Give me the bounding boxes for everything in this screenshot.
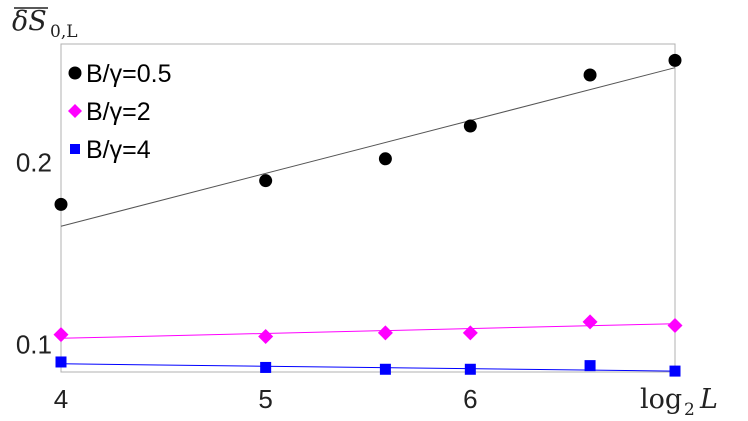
legend-entry-1: B/γ=2 (68, 98, 151, 126)
data-point-series-0-5 (668, 53, 682, 67)
legend-marker-square (70, 144, 80, 154)
data-point-series-1-0 (53, 327, 69, 343)
plot-frame (60, 43, 676, 373)
data-point-series-0-1 (259, 174, 273, 188)
data-point-series-0-2 (378, 152, 392, 166)
legend-marker-circle (68, 66, 82, 80)
data-point-series-2-2 (379, 363, 391, 375)
x-axis-label-subscript: 2 (684, 400, 695, 420)
x-tick-label-6: 6 (463, 384, 477, 414)
data-point-series-1-5 (667, 318, 683, 334)
legend-entry-0: B/γ=0.5 (68, 60, 171, 88)
x-axis-label: log 2 L (640, 384, 718, 420)
axis-ticks: 4 5 6 0.1 0.2 (16, 147, 478, 414)
fit-line-series-1 (60, 323, 676, 339)
x-axis-label-main: log (640, 384, 682, 415)
data-point-series-2-1 (260, 361, 272, 373)
y-axis-label-subscript: 0,L (50, 22, 78, 42)
fit-line-series-0 (60, 67, 676, 227)
data-point-series-0-3 (463, 119, 477, 133)
fit-lines (60, 67, 676, 372)
data-point-series-1-1 (258, 328, 274, 344)
data-point-series-0-0 (54, 197, 68, 211)
y-tick-label-0.2: 0.2 (16, 147, 52, 177)
legend-label-1: B/γ=2 (86, 98, 151, 126)
legend-label-2: B/γ=4 (86, 136, 151, 164)
y-axis-label: δS 0,L (12, 6, 78, 42)
y-tick-label-0.1: 0.1 (16, 330, 52, 360)
x-tick-label-5: 5 (258, 384, 272, 414)
x-tick-label-4: 4 (54, 384, 68, 414)
data-point-series-2-0 (55, 356, 67, 368)
legend-marker-diamond (68, 104, 82, 118)
data-point-series-1-2 (377, 325, 393, 341)
legend-entry-2: B/γ=4 (70, 136, 151, 164)
y-axis-label-main: δS (12, 6, 47, 37)
data-point-series-0-4 (583, 68, 597, 82)
legend-label-0: B/γ=0.5 (86, 60, 171, 88)
data-markers (53, 53, 683, 377)
fit-line-series-2 (60, 363, 676, 372)
data-point-series-1-4 (582, 314, 598, 330)
x-axis-label-variable: L (699, 384, 718, 415)
data-point-series-2-5 (669, 365, 681, 377)
data-point-series-2-4 (584, 360, 596, 372)
legend: B/γ=0.5 B/γ=2 B/γ=4 (68, 60, 171, 164)
data-point-series-2-3 (464, 363, 476, 375)
data-point-series-1-3 (462, 325, 478, 341)
